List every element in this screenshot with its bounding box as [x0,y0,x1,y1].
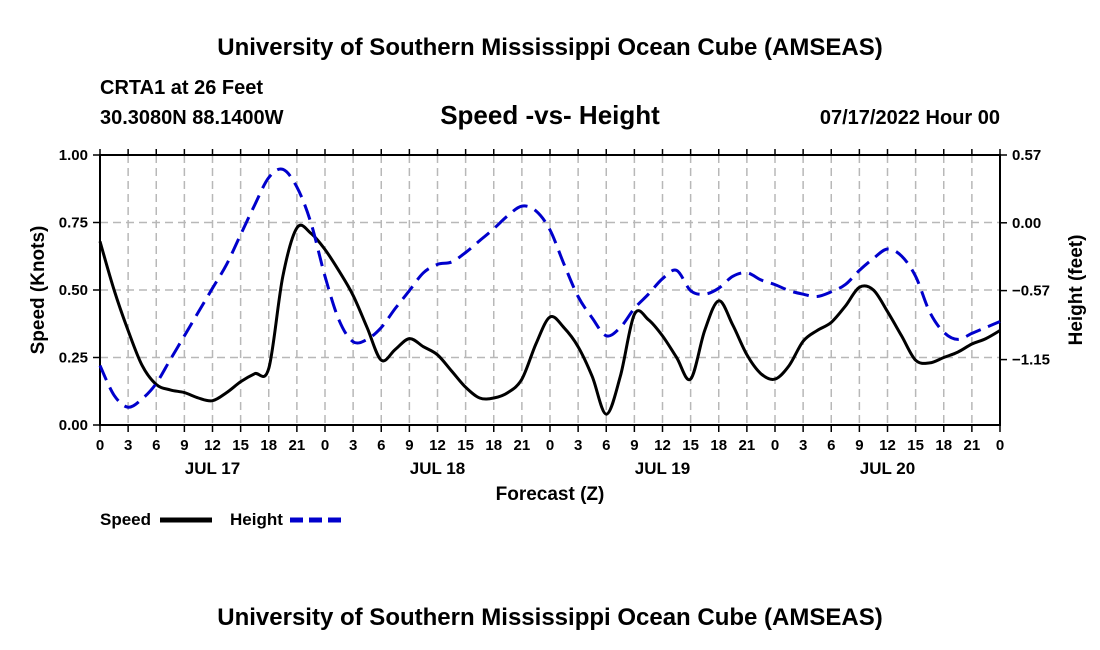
y-tick-label: 0.25 [59,350,88,367]
x-tick-label: 3 [349,437,357,454]
x-tick-label: 9 [630,437,638,454]
x-day-label: JUL 17 [185,459,240,478]
y2-tick-label: 0.00 [1012,215,1041,232]
y-tick-label: 0.00 [59,417,88,434]
x-tick-label: 12 [654,437,671,454]
x-tick-label: 21 [739,437,756,454]
coordinates-label: 30.3080N 88.1400W [100,107,284,129]
x-tick-label: 15 [907,437,924,454]
y2-tick-label: −0.57 [1012,283,1050,300]
x-tick-label: 6 [152,437,160,454]
x-tick-label: 3 [799,437,807,454]
chart-title: Speed -vs- Height [440,100,660,130]
station-label: CRTA1 at 26 Feet [100,77,263,99]
y2-tick-label: −1.15 [1012,352,1050,369]
height-series-line [98,167,1001,409]
x-tick-label: 3 [124,437,132,454]
x-tick-label: 15 [232,437,249,454]
y-axis-label: Speed (Knots) [28,226,49,355]
x-day-label: JUL 20 [860,459,915,478]
x-day-label: JUL 18 [410,459,465,478]
x-tick-label: 18 [710,437,727,454]
x-tick-label: 18 [485,437,502,454]
forecast-datetime: 07/17/2022 Hour 00 [820,107,1000,129]
x-tick-label: 15 [682,437,699,454]
legend-speed-label: Speed [100,510,151,529]
x-tick-label: 15 [457,437,474,454]
x-tick-label: 12 [204,437,221,454]
series [98,167,1001,416]
x-tick-label: 0 [546,437,554,454]
x-tick-label: 18 [935,437,952,454]
legend-height-label: Height [230,510,283,529]
x-tick-label: 21 [289,437,306,454]
x-tick-label: 21 [964,437,981,454]
x-tick-label: 0 [771,437,779,454]
y-tick-label: 1.00 [59,147,88,164]
x-tick-label: 3 [574,437,582,454]
x-tick-label: 0 [321,437,329,454]
speed-series-line [98,223,1001,416]
x-tick-label: 9 [180,437,188,454]
x-tick-label: 6 [827,437,835,454]
x-tick-label: 0 [96,437,104,454]
x-axis-label: Forecast (Z) [496,484,605,505]
y2-tick-label: 0.57 [1012,147,1041,164]
x-tick-label: 21 [514,437,531,454]
footer-title: University of Southern Mississippi Ocean… [217,604,882,631]
axes: 0 3 6 9 12 15 18 21 0 3 6 9 12 15 18 21 0 3 6 9 12 15 18 21 0 3 6 9… [59,147,1050,478]
main-title: University of Southern Mississippi Ocean… [217,34,882,61]
legend: Speed Height [100,510,342,529]
x-tick-label: 9 [405,437,413,454]
y2-axis-label: Height (feet) [1066,235,1087,346]
x-tick-label: 18 [260,437,277,454]
x-day-label: JUL 19 [635,459,690,478]
x-tick-label: 6 [602,437,610,454]
x-tick-label: 12 [879,437,896,454]
x-tick-label: 6 [377,437,385,454]
grid [100,155,1000,425]
y-tick-label: 0.75 [59,215,88,232]
x-tick-label: 12 [429,437,446,454]
y-tick-label: 0.50 [59,282,88,299]
x-tick-label: 9 [855,437,863,454]
x-tick-label: 0 [996,437,1004,454]
